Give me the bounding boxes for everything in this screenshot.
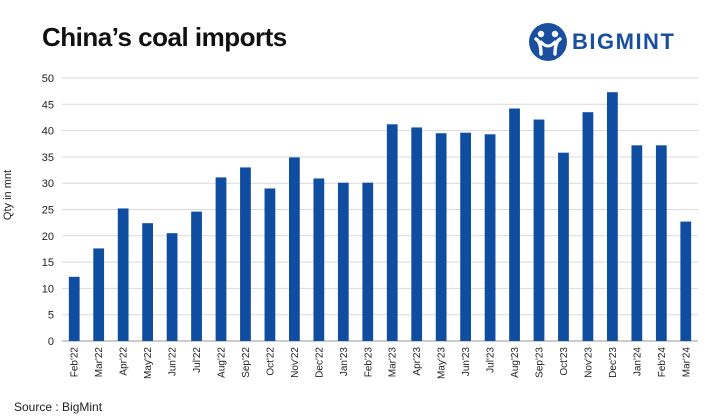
y-tick-label: 5 [48, 310, 54, 322]
x-tick-label: Feb'23 [363, 347, 374, 378]
x-tick-label: Feb'24 [657, 347, 668, 378]
x-tick-label: Mar'22 [94, 347, 105, 378]
bar [460, 132, 471, 341]
x-tick-label: Jun'23 [461, 347, 472, 377]
x-tick-labels: Feb'22 Mar'22 Apr'22 May'22 Jun'22 Jul'22 Aug'… [70, 347, 693, 379]
y-tick-label: 0 [48, 336, 54, 348]
x-tick-label: Oct'23 [559, 347, 570, 376]
bar [655, 145, 667, 341]
bar [337, 182, 349, 341]
logo-text: BIGMINT [572, 29, 676, 54]
bar [582, 112, 594, 341]
bar [631, 145, 643, 341]
bar [117, 208, 129, 341]
x-tick-label: Oct'22 [265, 347, 276, 376]
bar [289, 157, 300, 341]
y-tick-label: 15 [42, 257, 54, 269]
x-tick-label: Apr'23 [412, 347, 423, 376]
x-tick-label: Dec'23 [608, 347, 619, 378]
x-tick-label: May'23 [437, 347, 448, 379]
y-tick-label: 25 [42, 205, 54, 217]
y-tick-labels: 0 5 10 15 20 25 30 35 40 45 50 [42, 73, 54, 348]
chart-title: China’s coal imports [42, 22, 287, 52]
x-tick-label: Dec'22 [314, 347, 325, 378]
bar [484, 134, 496, 341]
bigmint-logo-icon [529, 23, 567, 61]
bar [191, 211, 202, 341]
source-note: Source : BigMint [14, 400, 103, 414]
bar [386, 124, 398, 342]
x-tick-label: Jun'22 [168, 347, 179, 377]
y-tick-label: 40 [42, 126, 54, 138]
bar [411, 127, 423, 341]
x-tick-label: Jul'23 [486, 347, 497, 373]
grid-lines [62, 77, 698, 342]
x-tick-label: Aug'22 [217, 347, 228, 378]
bar [313, 178, 325, 341]
x-tick-label: Mar'24 [681, 347, 692, 378]
bigmint-logo: BIGMINT [528, 20, 698, 64]
bar [362, 182, 374, 341]
bar [166, 233, 178, 341]
y-tick-label: 30 [42, 178, 54, 190]
x-tick-label: Jan'24 [632, 347, 643, 377]
x-tick-label: May'22 [143, 347, 154, 379]
bar [93, 248, 105, 341]
bar [558, 152, 569, 341]
y-tick-label: 20 [42, 231, 54, 243]
y-tick-label: 45 [42, 99, 54, 111]
bars [68, 92, 692, 342]
x-tick-label: Nov'22 [290, 347, 301, 378]
bar [509, 108, 520, 342]
bar [68, 276, 80, 341]
y-axis-label: Qty in mnt [2, 170, 14, 220]
x-tick-label: Nov'23 [583, 347, 594, 378]
bar [240, 167, 251, 341]
x-tick-label: Aug'23 [510, 347, 521, 378]
y-tick-label: 50 [42, 73, 54, 85]
y-tick-label: 35 [42, 152, 54, 164]
x-tick-label: Jan'23 [339, 347, 350, 377]
bar-chart: Qty in mnt 0 5 10 15 20 25 30 35 40 45 50 Feb'22 Ma… [2, 73, 698, 379]
bar [142, 223, 153, 341]
x-tick-label: Feb'22 [70, 347, 81, 378]
bar [607, 92, 618, 342]
x-tick-label: Sep'23 [535, 347, 546, 378]
x-tick-label: Mar'23 [388, 347, 399, 378]
bar [264, 188, 276, 341]
x-tick-label: Jul'22 [192, 347, 203, 373]
x-tick-label: Apr'22 [119, 347, 130, 376]
bar [215, 177, 227, 341]
x-tick-label: Sep'22 [241, 347, 252, 378]
y-tick-label: 10 [42, 283, 54, 295]
bar [435, 133, 447, 341]
bar [533, 119, 545, 341]
bar [680, 221, 692, 341]
